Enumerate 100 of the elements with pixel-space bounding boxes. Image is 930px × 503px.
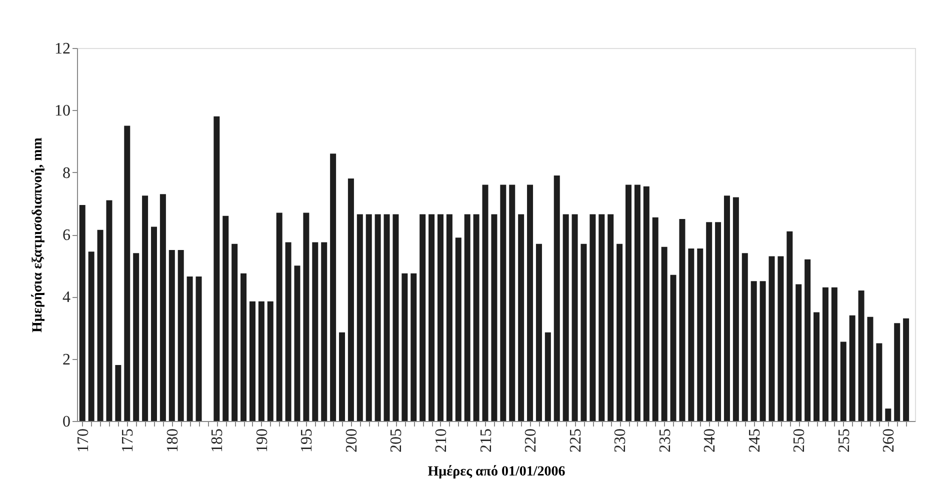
bar bbox=[482, 184, 488, 421]
bar bbox=[849, 315, 856, 421]
bar bbox=[196, 276, 202, 421]
x-tick-label: 220 bbox=[522, 428, 540, 452]
bar bbox=[464, 214, 470, 421]
bar bbox=[366, 214, 372, 421]
x-tick-label: 190 bbox=[254, 428, 271, 452]
bar bbox=[885, 408, 892, 421]
bar bbox=[626, 184, 632, 421]
bar bbox=[356, 214, 363, 421]
x-tick-label: 260 bbox=[880, 428, 898, 452]
x-tick-label: 200 bbox=[343, 428, 360, 452]
bar bbox=[168, 250, 175, 421]
bar bbox=[249, 301, 256, 421]
bar bbox=[303, 212, 310, 421]
x-tick-label: 250 bbox=[791, 428, 808, 452]
x-tick-label: 180 bbox=[164, 428, 182, 452]
bar bbox=[428, 214, 435, 421]
bar bbox=[384, 214, 390, 421]
bar bbox=[598, 214, 605, 421]
bar bbox=[831, 287, 838, 421]
bar bbox=[804, 259, 811, 421]
bar bbox=[348, 178, 354, 421]
y-tick-label: 6 bbox=[62, 227, 70, 244]
bar bbox=[285, 242, 292, 421]
bar bbox=[88, 252, 94, 421]
bar bbox=[222, 216, 229, 421]
bar bbox=[778, 256, 784, 421]
bar bbox=[562, 214, 569, 421]
bar bbox=[258, 301, 264, 421]
y-tick-label: 0 bbox=[62, 414, 70, 430]
bar bbox=[724, 196, 730, 421]
bar bbox=[750, 281, 757, 421]
bar bbox=[330, 154, 336, 421]
bar bbox=[840, 342, 846, 421]
bar bbox=[518, 214, 524, 421]
bar bbox=[339, 332, 346, 421]
bar bbox=[580, 244, 587, 421]
bar bbox=[142, 196, 148, 421]
bar bbox=[554, 175, 560, 421]
bar bbox=[876, 343, 882, 421]
bar bbox=[903, 318, 910, 421]
bar bbox=[679, 218, 686, 421]
bar bbox=[160, 194, 166, 421]
bar bbox=[544, 332, 551, 421]
bar bbox=[491, 214, 498, 421]
bar bbox=[402, 273, 408, 421]
x-tick-label: 170 bbox=[74, 428, 92, 452]
bar bbox=[420, 214, 426, 421]
y-axis-title: Ημερήσια εξατμισοδιαπνοή, mm bbox=[30, 137, 46, 332]
x-tick-label: 240 bbox=[702, 428, 719, 452]
y-tick-label: 8 bbox=[62, 164, 70, 182]
bar bbox=[768, 256, 775, 421]
bar bbox=[814, 312, 820, 421]
bar bbox=[312, 242, 318, 421]
bar bbox=[133, 253, 140, 421]
bar bbox=[473, 214, 480, 421]
bar bbox=[760, 281, 766, 421]
bar bbox=[796, 284, 802, 421]
bar bbox=[643, 186, 650, 421]
bar bbox=[374, 214, 381, 421]
x-tick-label: 230 bbox=[612, 428, 630, 452]
y-tick-label: 12 bbox=[54, 40, 70, 58]
bar bbox=[232, 244, 238, 421]
bar bbox=[276, 212, 282, 421]
bar bbox=[294, 266, 300, 421]
bar bbox=[446, 214, 452, 421]
x-tick-label: 195 bbox=[298, 428, 316, 452]
bar bbox=[697, 248, 704, 421]
bar bbox=[706, 222, 712, 421]
bar bbox=[867, 316, 874, 421]
bar bbox=[652, 217, 658, 421]
bar bbox=[437, 214, 444, 421]
bar bbox=[150, 226, 157, 421]
x-tick-label: 255 bbox=[836, 428, 853, 452]
bar bbox=[267, 301, 274, 421]
x-tick-label: 210 bbox=[432, 428, 450, 452]
x-tick-label: 215 bbox=[478, 428, 495, 452]
bar bbox=[634, 184, 640, 421]
y-tick-label: 10 bbox=[54, 102, 70, 120]
bar bbox=[732, 197, 739, 421]
bar bbox=[455, 238, 462, 421]
bar bbox=[79, 204, 86, 421]
bar bbox=[410, 273, 417, 421]
bar bbox=[688, 248, 694, 421]
bar bbox=[786, 231, 793, 421]
bar bbox=[590, 214, 596, 421]
bar bbox=[894, 323, 900, 421]
bar bbox=[97, 230, 104, 421]
bar bbox=[240, 273, 247, 421]
bar bbox=[186, 276, 193, 421]
x-tick-label: 225 bbox=[567, 428, 584, 452]
bar bbox=[608, 214, 614, 421]
bar bbox=[527, 184, 534, 421]
bar bbox=[536, 244, 542, 421]
x-tick-label: 185 bbox=[209, 428, 226, 452]
bar bbox=[572, 214, 578, 421]
x-tick-label: 175 bbox=[120, 428, 137, 452]
y-tick-label: 2 bbox=[62, 351, 70, 368]
y-tick-label: 4 bbox=[62, 289, 70, 306]
